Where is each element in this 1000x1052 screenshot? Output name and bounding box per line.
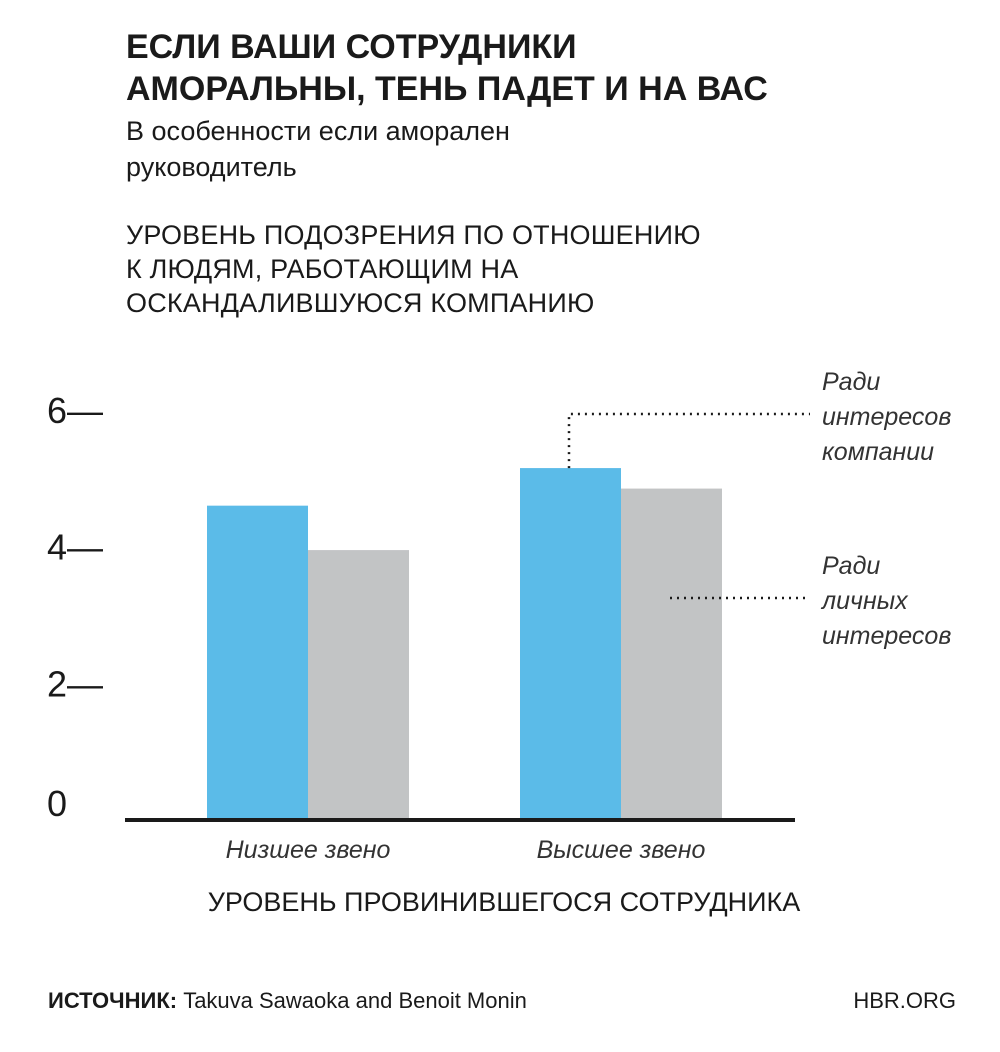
- y-tick-label: 0: [47, 783, 67, 824]
- y-axis-title: УРОВЕНЬ ПОДОЗРЕНИЯ ПО ОТНОШЕНИЮ К ЛЮДЯМ,…: [126, 218, 826, 320]
- chart-title-line-2: АМОРАЛЬНЫ, ТЕНЬ ПАДЕТ И НА ВАС: [126, 70, 768, 108]
- chart-subtitle-line-2: руководитель: [126, 152, 297, 182]
- footer-source: ИСТОЧНИК: Takuva Sawaoka and Benoit Moni…: [48, 988, 527, 1014]
- x-tick-label: Высшее звено: [537, 836, 706, 864]
- legend-label-company: компании: [822, 438, 934, 466]
- legend-label-personal: интересов: [822, 622, 951, 650]
- source-text: Takuva Sawaoka and Benoit Monin: [177, 988, 527, 1013]
- legend-label-company: Ради: [822, 368, 880, 396]
- x-tick-label: Низшее звено: [226, 836, 391, 864]
- chart-subtitle-line-1: В особенности если аморален: [126, 116, 510, 146]
- bar-personal-1: [308, 550, 409, 820]
- y-axis-title-line-1: УРОВЕНЬ ПОДОЗРЕНИЯ ПО ОТНОШЕНИЮ: [126, 220, 701, 250]
- y-tick-label: 2—: [47, 663, 103, 704]
- legend-leader-company: [567, 412, 810, 469]
- bar-personal-2: [621, 488, 722, 820]
- chart-title: ЕСЛИ ВАШИ СОТРУДНИКИ АМОРАЛЬНЫ, ТЕНЬ ПАД…: [126, 26, 926, 110]
- chart-subtitle: В особенности если аморален руководитель: [126, 113, 726, 185]
- y-tick-label: 4—: [47, 527, 103, 568]
- y-axis-title-line-3: ОСКАНДАЛИВШУЮСЯ КОМПАНИЮ: [126, 288, 595, 318]
- bar-company-2: [520, 468, 621, 820]
- source-label: ИСТОЧНИК:: [48, 988, 178, 1013]
- legend-label-company: интересов: [822, 403, 951, 431]
- y-axis-title-line-2: К ЛЮДЯМ, РАБОТАЮЩИМ НА: [126, 254, 519, 284]
- legend-label-personal: Ради: [822, 552, 880, 580]
- x-axis-title: УРОВЕНЬ ПРОВИНИВШЕГОСЯ СОТРУДНИКА: [207, 887, 801, 917]
- chart-title-line-1: ЕСЛИ ВАШИ СОТРУДНИКИ: [126, 28, 577, 66]
- bar-company-1: [207, 505, 308, 820]
- legend-label-personal: личных: [820, 587, 909, 615]
- y-tick-label: 6—: [47, 390, 103, 431]
- footer-site: HBR.ORG: [853, 988, 956, 1013]
